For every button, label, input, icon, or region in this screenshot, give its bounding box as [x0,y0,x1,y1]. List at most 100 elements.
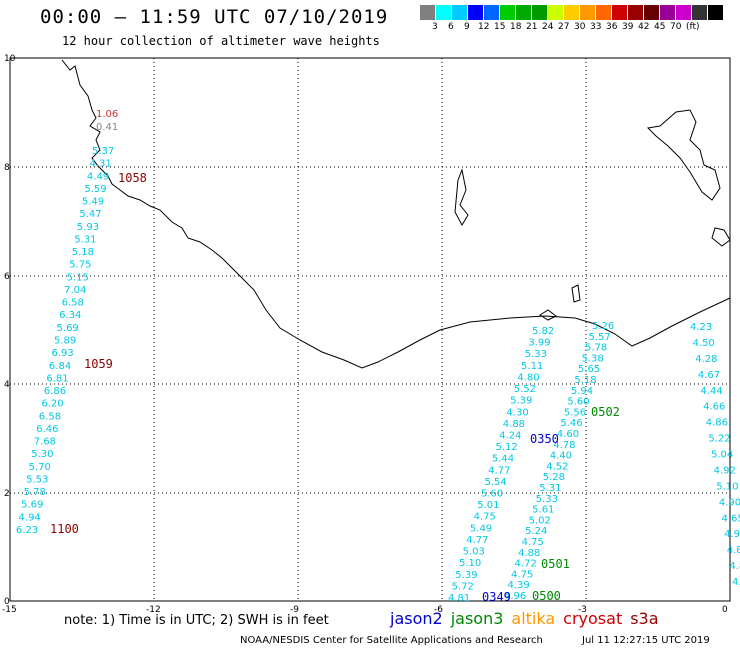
pass-time-label: 0502 [591,405,620,419]
wave-height-value: 5.52 [514,384,536,395]
wave-height-value: 4.39 [508,580,530,591]
wave-height-value: 6.93 [51,348,73,359]
color-scale-label: 33 [590,22,602,32]
wave-height-value: 4.80 [517,372,539,383]
color-scale-label: 27 [558,22,570,32]
color-scale-cell [500,5,516,20]
wave-height-value: 5.33 [525,349,547,360]
x-tick-label: 0 [722,605,728,615]
legend-entry: s3a [630,609,659,628]
wave-height-value: 4.60 [557,429,579,440]
color-scale-cell [420,5,436,20]
wave-height-value: 4.77 [488,465,510,476]
color-scale-label: 3 [432,22,438,32]
wave-height-value: 3.99 [528,338,550,349]
wave-height-value: 4.44 [701,386,723,397]
y-tick-label: 10 [4,54,16,64]
wave-height-value: 5.65 [578,364,600,375]
wave-height-value: 4.81 [448,593,470,604]
color-scale-cell [644,5,660,20]
wave-height-value: 4.90 [719,497,740,508]
wave-height-value: 5.31 [74,234,96,245]
coastline-segment [61,59,731,369]
footer-note: note: 1) Time is in UTC; 2) SWH is in fe… [64,613,329,628]
color-scale-labels: 3 6 9 12 15 18 21 24 27 30 33 36 39 42 45 70 (ft) [420,22,740,34]
y-tick-label: 6 [4,272,10,282]
color-scale-label: 21 [526,22,538,32]
color-scale-cell [692,5,708,20]
wave-height-value: 4.50 [693,338,715,349]
color-scale-label: 45 [654,22,666,32]
wave-height-value: 4.75 [511,569,533,580]
wave-height-value: 4.28 [695,354,717,365]
wave-height-value: 4.67 [698,370,720,381]
wave-height-value: 5.75 [69,260,91,271]
coastline [61,59,731,369]
credit-line: NOAA/NESDIS Center for Satellite Applica… [240,635,543,646]
wave-height-value: 5.10 [716,481,738,492]
wave-height-value: 4.49 [87,171,109,182]
wave-height-value: 4.77 [466,535,488,546]
color-scale-label: 42 [638,22,650,32]
wave-height-value: 4.78 [553,440,575,451]
wave-height-value: 7.04 [64,285,86,296]
wave-height-value: 4.66 [703,402,725,413]
y-tick-label: 2 [4,489,10,499]
wave-height-value: 4.94 [19,512,41,523]
satellite-legend: jason2 jason3 altika cryosat s3a [390,609,667,628]
wave-height-value: 5.70 [29,462,51,473]
wave-height-value: 4.81 [727,545,740,556]
coastline-segment [539,309,557,321]
axis-ticks: -15 -12 -9 -6 -3 0 0 2 4 6 8 10 [2,54,728,615]
wave-height-value: 4.24 [499,430,521,441]
legend-entry: altika [511,609,556,628]
wave-height-value: 5.33 [536,494,558,505]
coastline-segment [571,284,581,303]
wave-height-value: 5.37 [92,146,114,157]
color-scale-label: 24 [542,22,554,32]
wave-height-value: 4.86 [706,418,728,429]
wave-height-value: 5.47 [79,209,101,220]
wave-height-value: 6.20 [41,399,63,410]
wave-height-value: 6.84 [49,361,71,372]
wave-height-value: 4.30 [506,407,528,418]
color-scale-cell [452,5,468,20]
pass-time-label: 1100 [50,522,79,536]
wave-height-value: 5.72 [452,581,474,592]
color-scale-cell [708,5,724,20]
x-tick-label: -9 [290,605,299,615]
wave-height-value: 4.75 [474,512,496,523]
wave-height-value: 5.60 [567,397,589,408]
wave-height-value: 4.70 [732,577,740,588]
wave-height-value: 5.31 [539,483,561,494]
coastline-segment [711,227,731,247]
timestamp: Jul 11 12:27:15 UTC 2019 [582,635,710,646]
color-scale-cell [532,5,548,20]
pass-time-label: 1058 [118,171,147,185]
x-tick-label: -12 [146,605,161,615]
wave-height-value: 5.30 [31,449,53,460]
wave-height-value: 5.93 [77,222,99,233]
wave-height-value: 4.72 [515,559,537,570]
pass-time-label: 1059 [84,357,113,371]
pass-time-label: 0350 [530,432,559,446]
x-tick-label: -3 [578,605,587,615]
wave-height-value: 5.59 [84,184,106,195]
wave-height-value: 5.26 [592,321,614,332]
wave-height-value: 6.86 [44,386,66,397]
color-scale-label: 39 [622,22,634,32]
color-scale-label: (ft) [686,22,700,32]
color-scale-cell [548,5,564,20]
wave-height-tracks: 1.060.415.374.314.495.595.495.475.935.31… [16,109,740,604]
color-scale-cell [436,5,452,20]
wave-height-value: 5.46 [560,418,582,429]
legend-entry: jason2 [390,609,443,628]
pass-time-label: 0501 [541,557,570,571]
wave-height-value: 5.01 [477,500,499,511]
wave-height-value: 5.04 [711,450,733,461]
y-tick-label: 0 [4,597,10,607]
color-scale-cell [484,5,500,20]
color-scale-cell [612,5,628,20]
wave-height-value: 6.58 [39,411,61,422]
